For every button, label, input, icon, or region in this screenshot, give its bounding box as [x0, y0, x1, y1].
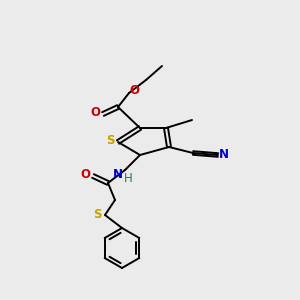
Text: O: O — [129, 83, 139, 97]
Text: O: O — [90, 106, 100, 119]
Text: S: S — [106, 134, 114, 148]
Text: O: O — [80, 169, 90, 182]
Text: S: S — [93, 208, 101, 220]
Text: N: N — [113, 169, 123, 182]
Text: H: H — [124, 172, 132, 184]
Text: N: N — [219, 148, 229, 161]
